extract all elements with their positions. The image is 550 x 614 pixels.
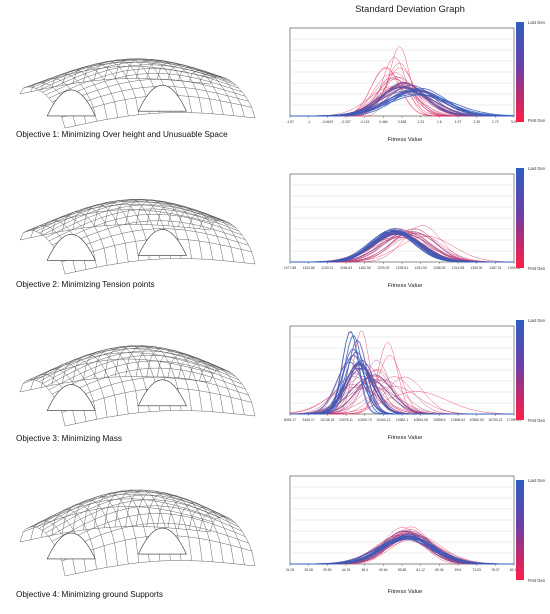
- x-tick-label: 10076.11: [339, 418, 353, 422]
- color-legend-bar: [516, 22, 524, 122]
- x-tick-label: 48.4: [361, 568, 368, 572]
- legend-label-first-gen: First Gen: [528, 578, 546, 583]
- objective-row-2: Objective 2: Minimizing Tension points 1…: [0, 162, 550, 312]
- x-tick-label: 1314.58: [452, 266, 464, 270]
- x-tick-label: 1182.96: [359, 266, 371, 270]
- legend-label-last-gen: Last Gen: [528, 166, 545, 171]
- graph-title: Standard Deviation Graph: [355, 4, 465, 15]
- x-tick-label: 17090.01: [507, 418, 521, 422]
- x-tick-label: 1.23: [417, 120, 424, 124]
- x-tick-label: 9165.17: [303, 418, 315, 422]
- legend-label-last-gen: Last Gen: [528, 20, 545, 25]
- x-tick-label: -0.0629: [322, 120, 334, 124]
- x-tick-label: 1367.24: [489, 266, 501, 270]
- x-tick-label: 1.6: [437, 120, 442, 124]
- x-tick-label: 10896.5: [433, 418, 445, 422]
- legend-label-first-gen: First Gen: [528, 118, 546, 123]
- x-tick-label: -1.57: [286, 120, 294, 124]
- x-tick-label: 39.83: [323, 568, 332, 572]
- x-tick-label: 2.72: [492, 120, 499, 124]
- legend-label-last-gen: Last Gen: [528, 478, 545, 483]
- std-dev-plot-4: 31.05 35.08 39.83 44.15 48.4 50.64 55.88 61.12 6…: [286, 475, 519, 572]
- x-tick-label: 78.07: [491, 568, 500, 572]
- objective-caption: Objective 3: Minimizing Mass: [16, 434, 123, 443]
- x-tick-label: 10960.53: [470, 418, 484, 422]
- x-tick-label: 35.08: [304, 568, 313, 572]
- x-tick-label: 10582.1: [396, 418, 408, 422]
- x-tick-label: 61.12: [416, 568, 425, 572]
- x-tick-label: -1: [307, 120, 310, 124]
- x-tick-label: 1261.93: [415, 266, 427, 270]
- legend-label-last-gen: Last Gen: [528, 318, 545, 323]
- x-tick-label: 73.83: [472, 568, 481, 572]
- std-dev-plot-3: 8094.17 9165.17 10136.18 10076.11 10405.70 10…: [284, 325, 521, 422]
- x-tick-label: 1156.63: [340, 266, 352, 270]
- x-tick-label: 2.35: [473, 120, 480, 124]
- x-tick-label: 0.466: [379, 120, 388, 124]
- vault-mesh-render-4: [19, 489, 256, 577]
- objective-row-1: Objective 1: Minimizing Over height and …: [0, 16, 550, 166]
- x-tick-label: 10896.04: [451, 418, 465, 422]
- vault-mesh-render-2: [19, 198, 256, 275]
- objective-row-4: Objective 4: Minimizing ground Supports …: [0, 464, 550, 614]
- x-axis-label: Fitness Value: [387, 435, 423, 441]
- x-tick-label: -0.115: [360, 120, 369, 124]
- x-tick-label: 10136.18: [320, 418, 334, 422]
- x-tick-label: 55.88: [398, 568, 407, 572]
- x-tick-label: 65.36: [435, 568, 444, 572]
- x-tick-label: 1.97: [455, 120, 462, 124]
- legend-label-first-gen: First Gen: [528, 266, 546, 271]
- x-tick-label: 1393.56: [508, 266, 520, 270]
- x-tick-label: 8094.17: [284, 418, 296, 422]
- vault-mesh-render-3: [19, 345, 256, 427]
- x-tick-label: 1340.91: [471, 266, 483, 270]
- x-tick-label: 16753.22: [488, 418, 502, 422]
- x-tick-label: 1130.21: [321, 266, 333, 270]
- x-tick-label: 1288.26: [433, 266, 445, 270]
- x-tick-label: 1209.29: [377, 266, 389, 270]
- x-tick-label: 82.31: [510, 568, 519, 572]
- color-legend-bar: [516, 480, 524, 580]
- x-tick-label: 10694.08: [414, 418, 428, 422]
- x-axis-label: Fitness Value: [387, 137, 423, 143]
- objective-caption: Objective 2: Minimizing Tension points: [16, 280, 155, 289]
- std-dev-plot-1: -1.57 -1 -0.0629 -0.257 -0.115 0.466 0.838 1.23…: [286, 27, 518, 124]
- x-tick-label: 1235.61: [396, 266, 408, 270]
- x-tick-label: 1077.88: [284, 266, 296, 270]
- x-tick-label: 31.05: [286, 568, 295, 572]
- objective-row-3: Objective 3: Minimizing Mass 8094.17 9165…: [0, 314, 550, 464]
- x-axis-label: Fitness Value: [387, 283, 423, 289]
- x-tick-label: 3.09: [511, 120, 518, 124]
- x-tick-label: 44.15: [342, 568, 351, 572]
- objective-caption: Objective 4: Minimizing ground Supports: [16, 590, 163, 599]
- x-tick-label: -0.257: [341, 120, 351, 124]
- color-legend-bar: [516, 168, 524, 268]
- x-axis-label: Fitness Value: [387, 589, 423, 595]
- x-tick-label: 10404.13: [376, 418, 390, 422]
- std-dev-plot-2: 1077.88 1103.86 1130.21 1156.63 1182.96 1209.…: [284, 173, 520, 270]
- x-tick-label: 10405.70: [358, 418, 372, 422]
- objective-caption: Objective 1: Minimizing Over height and …: [16, 130, 228, 139]
- legend-label-first-gen: First Gen: [528, 418, 546, 423]
- x-tick-label: 69.6: [455, 568, 462, 572]
- x-tick-label: 50.64: [379, 568, 388, 572]
- color-legend-bar: [516, 320, 524, 420]
- x-tick-label: 1103.86: [303, 266, 315, 270]
- vault-mesh-render-1: [19, 58, 256, 129]
- x-tick-label: 0.838: [398, 120, 407, 124]
